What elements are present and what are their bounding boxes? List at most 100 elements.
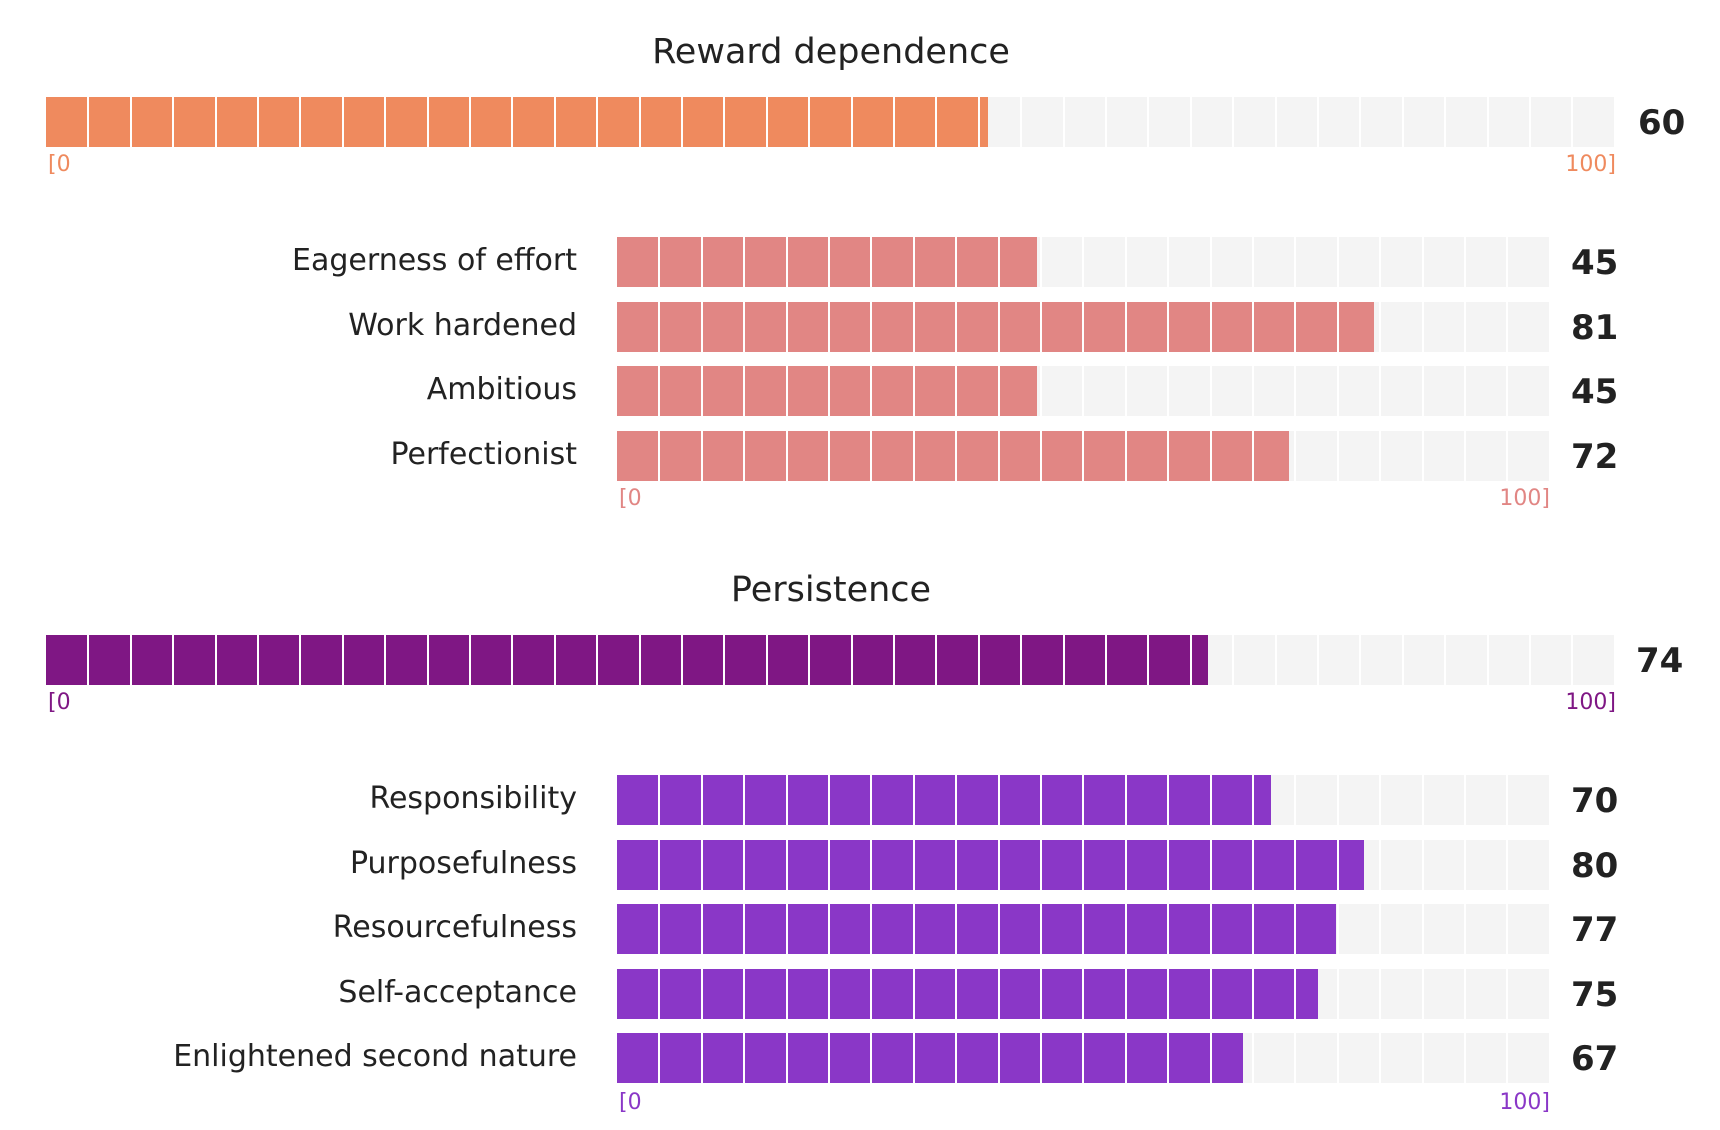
segment-divider xyxy=(1124,301,1127,352)
segment-divider xyxy=(1421,904,1424,955)
segment-divider xyxy=(1167,968,1170,1019)
segment-divider xyxy=(785,1033,788,1084)
segment-divider xyxy=(1082,839,1085,890)
segment-divider xyxy=(1336,968,1339,1019)
segment-divider xyxy=(828,839,830,890)
segment-divider xyxy=(1421,968,1424,1019)
segment-divider xyxy=(1421,366,1424,417)
row-bar-fill xyxy=(617,968,1318,1019)
segment-divider xyxy=(1294,775,1297,825)
segment-divider xyxy=(1252,968,1254,1019)
row-value: 70 xyxy=(1571,781,1619,821)
segment-divider xyxy=(1147,635,1150,685)
segment-divider xyxy=(658,904,661,955)
segment-divider xyxy=(700,904,703,955)
segment-divider xyxy=(511,635,514,685)
segment-divider xyxy=(870,968,873,1019)
segment-divider xyxy=(299,635,302,685)
segment-divider xyxy=(469,635,471,685)
segment-divider xyxy=(426,635,429,685)
segment-divider xyxy=(785,301,788,352)
segment-divider xyxy=(1464,301,1466,352)
segment-divider xyxy=(172,97,175,147)
segment-divider xyxy=(870,839,873,890)
segment-divider xyxy=(214,635,217,685)
segment-divider xyxy=(341,97,344,147)
segment-divider xyxy=(912,904,915,955)
row-label: Work hardened xyxy=(348,307,577,343)
segment-divider xyxy=(1124,366,1127,417)
segment-divider xyxy=(172,635,175,685)
segment-divider xyxy=(743,237,746,287)
segment-divider xyxy=(129,97,132,147)
segment-divider xyxy=(912,366,915,417)
total-axis-min: [0 xyxy=(48,152,71,177)
segment-divider xyxy=(828,237,830,287)
segment-divider xyxy=(955,839,958,890)
segment-divider xyxy=(912,968,915,1019)
segment-divider xyxy=(1167,775,1170,825)
segment-divider xyxy=(681,97,683,147)
segment-divider xyxy=(1613,635,1616,685)
segment-divider xyxy=(1464,1033,1466,1084)
segment-divider xyxy=(997,366,1000,417)
segment-divider xyxy=(1336,237,1339,287)
sub-axis-max: 100] xyxy=(1499,1090,1550,1115)
segment-divider xyxy=(87,97,90,147)
segment-divider xyxy=(1252,366,1254,417)
segment-divider xyxy=(1548,430,1551,481)
segment-divider xyxy=(658,366,661,417)
segment-divider xyxy=(1082,430,1085,481)
segment-divider xyxy=(1336,839,1339,890)
segment-divider xyxy=(700,775,703,825)
row-value: 67 xyxy=(1571,1039,1619,1080)
segment-divider xyxy=(1548,839,1551,890)
segment-divider xyxy=(1294,1033,1297,1084)
segment-divider xyxy=(1105,97,1107,147)
row-label: Enlightened second nature xyxy=(173,1039,577,1075)
segment-divider xyxy=(912,430,915,481)
segment-divider xyxy=(1040,1033,1042,1084)
segment-divider xyxy=(1464,839,1466,890)
segment-divider xyxy=(743,904,746,955)
segment-divider xyxy=(1040,968,1042,1019)
segment-divider xyxy=(828,968,830,1019)
row-bar xyxy=(617,366,1551,417)
segment-divider xyxy=(1506,1033,1509,1084)
total-bar xyxy=(46,97,1616,147)
segment-divider xyxy=(1506,301,1509,352)
segment-divider xyxy=(785,366,788,417)
row-label: Purposefulness xyxy=(349,845,577,881)
segment-divider xyxy=(384,635,387,685)
segment-divider xyxy=(1548,366,1551,417)
segment-divider xyxy=(700,366,703,417)
segment-divider xyxy=(1548,301,1551,352)
segment-divider xyxy=(743,1033,746,1084)
segment-divider xyxy=(1124,904,1127,955)
segment-divider xyxy=(808,635,811,685)
segment-divider xyxy=(997,430,1000,481)
segment-divider xyxy=(700,237,703,287)
segment-divider xyxy=(1124,968,1127,1019)
segment-divider xyxy=(299,97,302,147)
segment-divider xyxy=(912,237,915,287)
row-bar xyxy=(617,1033,1551,1084)
segment-divider xyxy=(658,430,661,481)
segment-divider xyxy=(638,97,641,147)
segment-divider xyxy=(1444,635,1447,685)
row-bar-fill xyxy=(617,1033,1243,1084)
row-bar-fill xyxy=(617,430,1290,481)
segment-divider xyxy=(1040,237,1042,287)
segment-divider xyxy=(1444,97,1447,147)
segment-divider xyxy=(1020,635,1023,685)
row-bar xyxy=(617,775,1551,825)
segment-divider xyxy=(553,635,556,685)
segment-divider xyxy=(1359,635,1362,685)
segment-divider xyxy=(1336,1033,1339,1084)
segment-divider xyxy=(1486,635,1489,685)
segment-divider xyxy=(638,635,641,685)
segment-divider xyxy=(1040,904,1042,955)
segment-divider xyxy=(1167,237,1170,287)
segment-divider xyxy=(1379,775,1382,825)
